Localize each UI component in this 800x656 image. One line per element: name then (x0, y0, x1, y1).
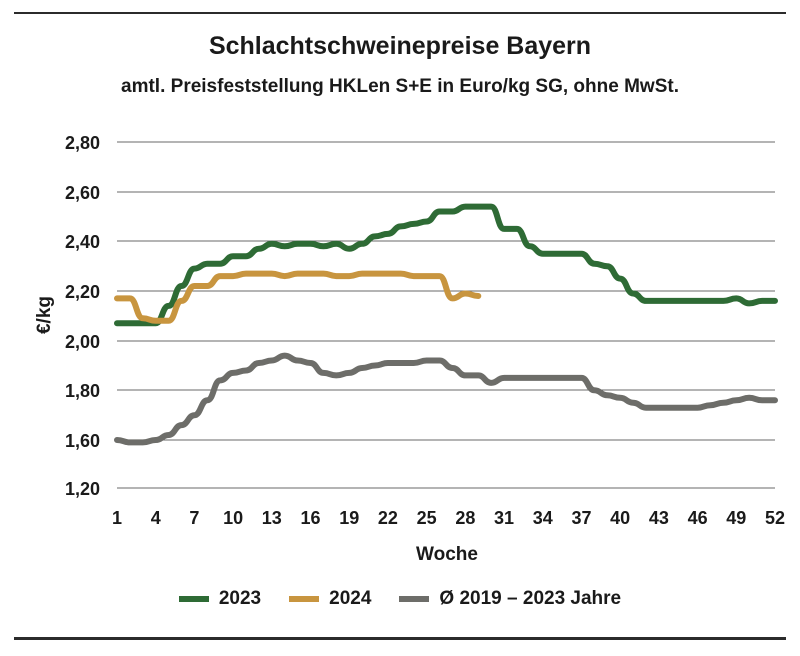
x-tick-label: 13 (262, 508, 282, 528)
x-tick-labels: 1 4 7 10 13 16 19 22 25 28 31 34 37 40 43 46 49 52 (112, 508, 785, 528)
x-tick-label: 22 (378, 508, 398, 528)
legend-label-average: Ø 2019 – 2023 Jahre (439, 588, 622, 609)
x-tick-label: 16 (301, 508, 321, 528)
x-tick-label: 19 (339, 508, 359, 528)
y-axis-label: €/kg (34, 296, 55, 334)
legend-item-average: Ø 2019 – 2023 Jahre (399, 588, 621, 610)
x-tick-label: 37 (571, 508, 591, 528)
x-tick-label: 7 (189, 508, 199, 528)
legend-item-2023: 2023 (178, 588, 262, 610)
legend: 2023 2024 Ø 2019 – 2023 Jahre (0, 588, 800, 610)
x-tick-label: 1 (112, 508, 122, 528)
x-tick-label: 25 (417, 508, 437, 528)
series-line-0 (114, 203, 778, 327)
y-tick-label: 1,60 (65, 431, 100, 451)
legend-item-2024: 2024 (289, 588, 371, 610)
chart-subtitle: amtl. Preisfeststellung HKLen S+E in Eur… (121, 76, 679, 97)
y-tick-label: 2,20 (65, 282, 100, 302)
top-rule (14, 12, 786, 14)
x-tick-label: 46 (688, 508, 708, 528)
x-tick-label: 49 (726, 508, 746, 528)
x-tick-label: 43 (649, 508, 669, 528)
x-tick-label: 28 (455, 508, 475, 528)
x-tick-label: 10 (223, 508, 243, 528)
y-tick-label: 1,80 (65, 381, 100, 401)
series-line-1 (114, 270, 482, 324)
y-tick-label: 2,60 (65, 183, 100, 203)
x-tick-label: 31 (494, 508, 514, 528)
y-tick-label: 1,20 (65, 479, 100, 499)
series-lines (114, 203, 778, 446)
y-tick-label: 2,40 (65, 232, 100, 252)
bottom-rule (14, 637, 786, 640)
x-tick-label: 40 (610, 508, 630, 528)
y-tick-label: 2,00 (65, 332, 100, 352)
series-line-2 (114, 352, 778, 446)
legend-swatch-average (399, 596, 430, 602)
legend-swatch-2024 (289, 596, 320, 602)
x-axis-label: Woche (416, 544, 478, 565)
legend-label-2023: 2023 (218, 588, 262, 609)
x-tick-label: 4 (151, 508, 161, 528)
chart-title: Schlachtschweinepreise Bayern (208, 32, 592, 60)
legend-label-2024: 2024 (329, 588, 372, 609)
y-tick-label: 2,80 (65, 133, 100, 153)
grid-lines (117, 141, 775, 489)
legend-swatch-2023 (178, 596, 209, 602)
x-tick-label: 52 (765, 508, 785, 528)
y-tick-labels: 2,80 2,60 2,40 2,20 2,00 1,80 1,60 1,20 (65, 133, 100, 499)
x-tick-label: 34 (533, 508, 553, 528)
